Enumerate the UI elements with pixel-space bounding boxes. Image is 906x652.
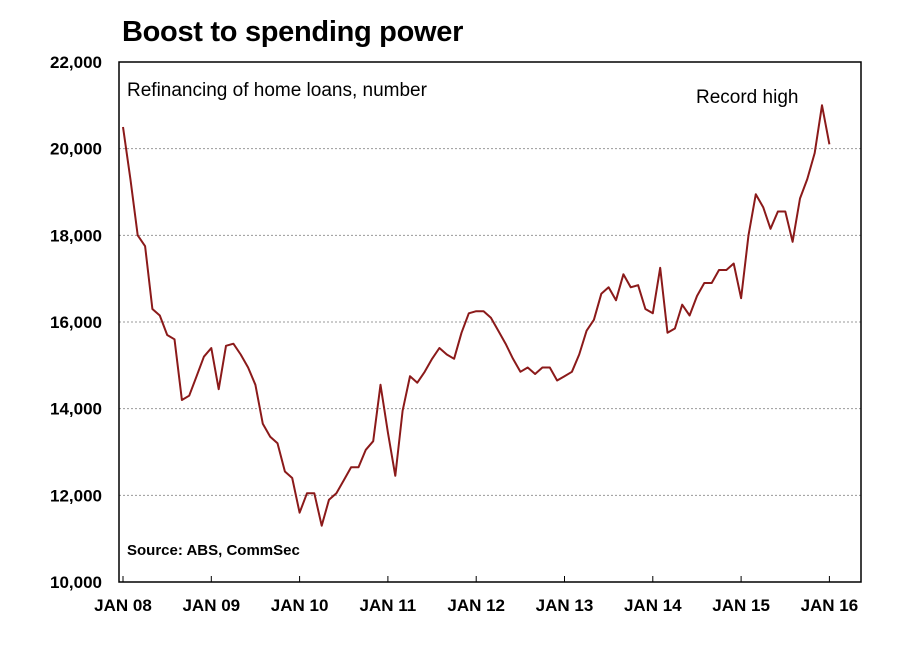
gridlines	[119, 148, 861, 496]
x-tick-label: JAN 08	[94, 596, 152, 615]
y-tick-label: 16,000	[50, 313, 102, 332]
x-tick-label: JAN 15	[712, 596, 770, 615]
x-tick-label: JAN 12	[447, 596, 505, 615]
y-tick-label: 18,000	[50, 226, 102, 245]
x-axis: JAN 08 JAN 09 JAN 10 JAN 11 JAN 12 JAN 13 JAN …	[94, 576, 858, 615]
y-tick-label: 20,000	[50, 140, 102, 159]
x-tick-label: JAN 11	[360, 596, 417, 615]
y-tick-label: 22,000	[50, 53, 102, 72]
x-tick-label: JAN 09	[182, 596, 240, 615]
chart-title: Boost to spending power	[122, 16, 464, 48]
y-tick-label: 14,000	[50, 400, 102, 419]
record-high-annotation: Record high	[696, 87, 798, 108]
source-note: Source: ABS, CommSec	[127, 542, 300, 559]
plot-area-frame	[118, 61, 862, 583]
y-tick-label: 10,000	[50, 573, 102, 592]
x-tick-label: JAN 13	[536, 596, 594, 615]
series-line-refinancing	[122, 104, 831, 527]
x-tick-label: JAN 14	[624, 596, 682, 615]
x-tick-label: JAN 10	[271, 596, 329, 615]
x-tick-label: JAN 16	[801, 596, 859, 615]
y-tick-label: 12,000	[50, 486, 102, 505]
chart-subtitle: Refinancing of home loans, number	[127, 80, 428, 101]
y-axis: 10,000 12,000 14,000 16,000 18,000 20,000 22,0…	[50, 53, 102, 592]
